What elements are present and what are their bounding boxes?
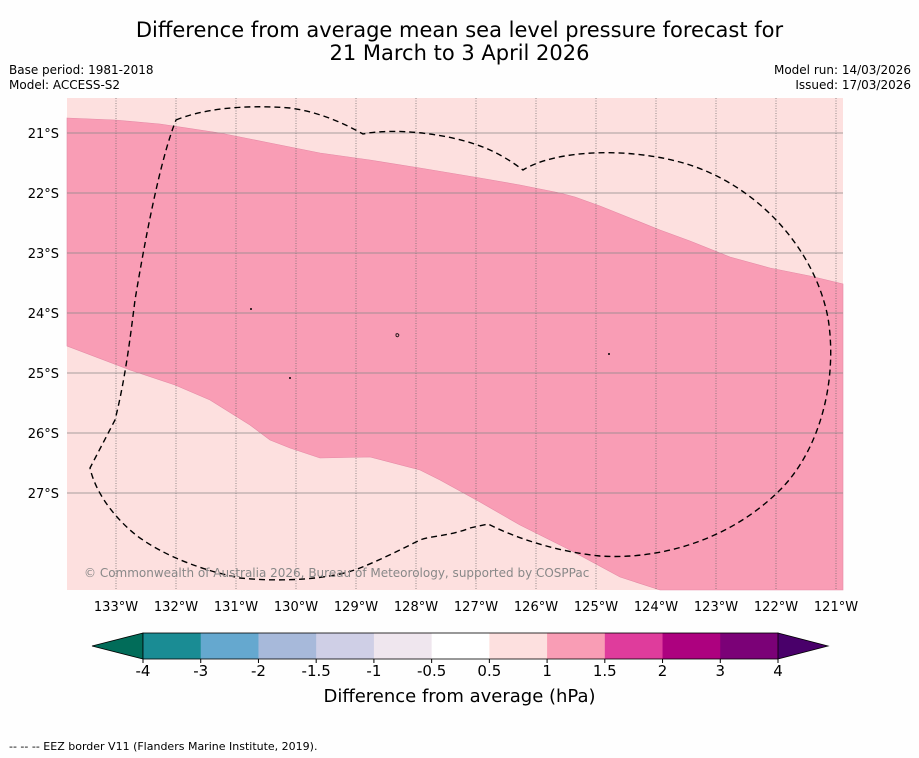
lon-label: 125°W (574, 600, 618, 615)
lon-label: 129°W (334, 600, 378, 615)
islands (250, 308, 610, 379)
meta-right: Model run: 14/03/2026 Issued: 17/03/2026 (774, 63, 911, 93)
colorbar-segment (604, 633, 664, 659)
lat-label: 24°S (28, 307, 59, 322)
colorbar-segment (489, 633, 548, 659)
lat-label: 22°S (28, 187, 59, 202)
lat-label: 23°S (28, 247, 59, 262)
longitude-labels: 133°W 132°W 131°W 130°W 129°W 128°W 127°… (94, 600, 858, 615)
colorbar-tick-label: 0.5 (477, 662, 501, 680)
colorbar-tick-label: -1.5 (302, 662, 331, 680)
lon-label: 133°W (94, 600, 138, 615)
lon-label: 132°W (154, 600, 198, 615)
anomaly-band-1-1.5 (66, 117, 844, 591)
issued-date: Issued: 17/03/2026 (795, 78, 911, 92)
lon-label: 130°W (274, 600, 318, 615)
lon-label: 122°W (754, 600, 798, 615)
lon-label: 126°W (514, 600, 558, 615)
colorbar-under-arrow (91, 632, 144, 660)
eez-border (89, 106, 832, 581)
model-run: Model run: 14/03/2026 (773, 63, 911, 77)
colorbar-tick-label: -2 (251, 662, 266, 680)
lat-label: 27°S (28, 487, 59, 502)
title-line-2: 21 March to 3 April 2026 (329, 41, 590, 65)
colorbar-tick-label: 3 (715, 662, 725, 680)
lon-label: 131°W (214, 600, 258, 615)
lon-label: 124°W (634, 600, 678, 615)
colorbar-tick-label: 1.5 (593, 662, 617, 680)
title-line-1: Difference from average mean sea level p… (135, 18, 784, 42)
colorbar-segment (720, 633, 779, 659)
colorbar-tick-label: 1 (542, 662, 552, 680)
lat-label: 26°S (28, 427, 59, 442)
colorbar-tick-label: -1 (366, 662, 381, 680)
colorbar-tick-label: -0.5 (417, 662, 446, 680)
colorbar-segment (143, 633, 202, 659)
chart-title: Difference from average mean sea level p… (0, 19, 919, 65)
colorbar-over-arrow (777, 632, 830, 660)
colorbar-segment (373, 633, 433, 659)
colorbar-segment (258, 633, 317, 659)
colorbar-segment (547, 633, 606, 659)
copyright-text: © Commonwealth of Australia 2026, Bureau… (84, 566, 589, 580)
lon-label: 128°W (394, 600, 438, 615)
eez-legend-note: -- -- -- EEZ border V11 (Flanders Marine… (9, 740, 318, 753)
latitude-grid (67, 132, 843, 494)
lat-label: 21°S (28, 127, 59, 142)
colorbar-tick-label: -3 (193, 662, 208, 680)
lon-label: 123°W (694, 600, 738, 615)
colorbar-tick-label: 4 (773, 662, 783, 680)
latitude-labels: 21°S 22°S 23°S 24°S 25°S 26°S 27°S (28, 127, 59, 502)
colorbar-title: Difference from average (hPa) (323, 686, 596, 707)
colorbar-segment (431, 633, 490, 659)
meta-left: Base period: 1981-2018 Model: ACCESS-S2 (9, 63, 154, 93)
colorbar-segment (316, 633, 375, 659)
model-name: Model: ACCESS-S2 (9, 78, 121, 92)
colorbar-tick-label: 2 (658, 662, 668, 680)
lon-label: 127°W (454, 600, 498, 615)
colorbar-tick-label: -4 (136, 662, 151, 680)
colorbar: -4 -3 -2 -1.5 -1 -0.5 0.5 1 1.5 2 3 4 (91, 632, 830, 680)
base-period: Base period: 1981-2018 (9, 63, 154, 77)
lon-label: 121°W (814, 600, 858, 615)
lat-label: 25°S (28, 367, 59, 382)
colorbar-segment (662, 633, 721, 659)
colorbar-segment (200, 633, 259, 659)
colorbar-frame (142, 632, 779, 660)
longitude-grid (115, 98, 837, 590)
